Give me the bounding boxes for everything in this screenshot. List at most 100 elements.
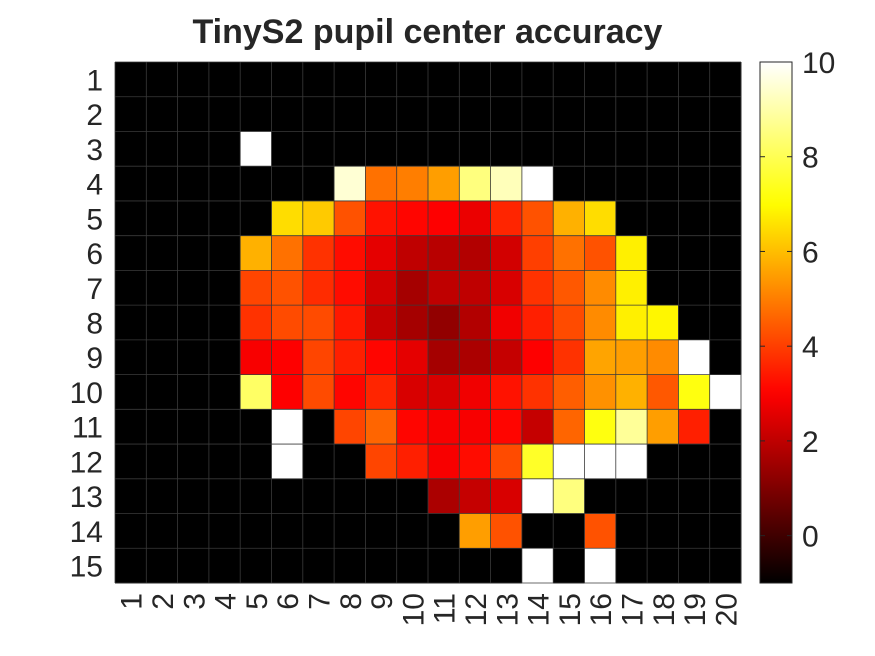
heatmap-cell [240,166,272,202]
heatmap-cell [208,166,241,202]
heatmap-cell [709,478,742,515]
heatmap-cell [553,339,585,376]
x-tick-label: 18 [648,593,681,626]
heatmap-cell [365,200,398,237]
heatmap-cell [240,200,272,237]
heatmap-cell [240,478,272,515]
heatmap-cell [459,270,492,306]
heatmap-cell [428,374,460,410]
heatmap-cell [302,409,335,445]
heatmap-cell [647,131,679,167]
heatmap-cell [177,548,210,584]
heatmap-cell [146,478,179,515]
heatmap-cell [365,62,398,98]
heatmap-cell [115,548,147,584]
heatmap-cell [553,131,585,167]
heatmap-cell [615,131,648,167]
y-tick-label: 3 [86,134,103,167]
heatmap-cell [678,444,711,480]
heatmap-cell [521,339,554,376]
heatmap-cell [365,270,398,306]
heatmap-cell [115,409,147,445]
heatmap-cell [615,339,648,376]
heatmap-cell [396,270,429,306]
heatmap-cell [208,444,241,480]
heatmap-cell [428,200,460,237]
heatmap-cell [709,513,742,549]
heatmap-cell [647,478,679,515]
heatmap-cell [709,339,742,376]
heatmap-cell [302,96,335,132]
colorbar-tick-label: 0 [802,521,819,554]
heatmap-cell [177,62,210,98]
heatmap-cell [334,235,366,271]
heatmap-cell [177,444,210,480]
heatmap-cell [177,339,210,376]
heatmap-cell [709,270,742,306]
heatmap-cell [428,270,460,306]
heatmap-cell [615,96,648,132]
heatmap-cell [146,62,179,98]
heatmap-cell [615,374,648,410]
heatmap-cell [459,62,492,98]
heatmap-cell [428,62,460,98]
heatmap-cell [240,270,272,306]
heatmap-cell [490,305,523,341]
heatmap-cell [490,200,523,237]
heatmap-cell [208,409,241,445]
heatmap-cell [240,548,272,584]
heatmap-cell [271,374,304,410]
heatmap-cell [678,548,711,584]
y-tick-label: 2 [86,99,103,132]
heatmap-cell [146,305,179,341]
heatmap-cell [709,409,742,445]
heatmap-cell [553,166,585,202]
heatmap-cell [271,513,304,549]
y-tick-label: 11 [72,412,103,445]
heatmap-cell [115,513,147,549]
heatmap-cell [334,131,366,167]
heatmap-cell [334,409,366,445]
heatmap-cell [678,166,711,202]
heatmap-cell [271,235,304,271]
heatmap-cell [365,513,398,549]
heatmap-cell [553,270,585,306]
y-tick-label: 4 [86,169,103,202]
y-tick-label: 9 [86,342,103,375]
heatmap-cell [459,305,492,341]
heatmap-cell [459,548,492,584]
heatmap-cell [302,374,335,410]
heatmap-cell [459,339,492,376]
heatmap-cell [459,478,492,515]
heatmap-cell [584,409,617,445]
heatmap-cell [115,339,147,376]
heatmap-cell [428,235,460,271]
heatmap-cell [584,478,617,515]
x-tick-label: 5 [241,593,274,610]
heatmap-cell [396,200,429,237]
heatmap-cell [678,131,711,167]
heatmap-cell [334,270,366,306]
x-tick-label: 9 [366,593,399,610]
heatmap-cell [365,166,398,202]
heatmap-cell [365,339,398,376]
heatmap-cell [647,513,679,549]
heatmap-cell [490,513,523,549]
heatmap-cell [678,513,711,549]
heatmap-cell [615,409,648,445]
heatmap-cell [428,478,460,515]
heatmap-cell [490,444,523,480]
heatmap-cell [396,478,429,515]
heatmap-cell [334,96,366,132]
heatmap-cell [647,96,679,132]
heatmap-cell [647,270,679,306]
heatmap-cell [553,62,585,98]
heatmap-cell [208,478,241,515]
heatmap-cell [709,305,742,341]
heatmap-cell [365,409,398,445]
heatmap-cell [271,62,304,98]
heatmap-cell [396,305,429,341]
heatmap-cell [490,548,523,584]
